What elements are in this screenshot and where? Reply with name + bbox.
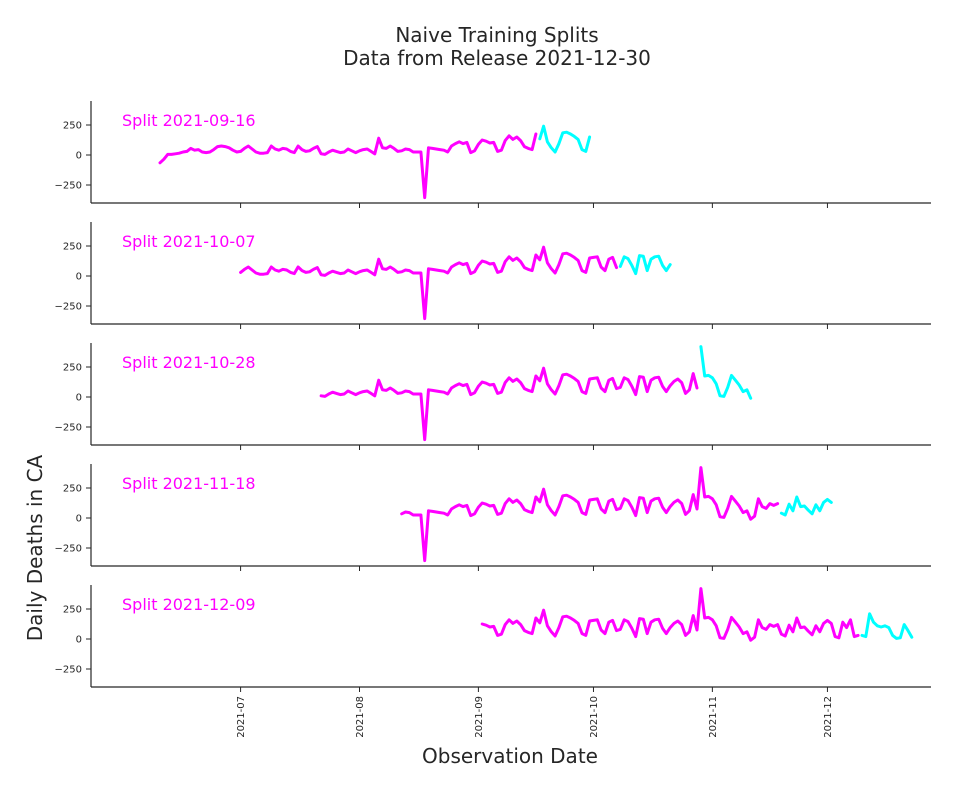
- x-tick-label: 2021-12: [823, 696, 834, 738]
- panel-3: 250 0 −250 Split 2021-10-28: [55, 343, 931, 450]
- panel-1: 250 0 −250 Split 2021-09-16: [55, 101, 931, 208]
- x-tick-label: 2021-07: [236, 696, 247, 738]
- y-tick-label: 0: [76, 514, 82, 525]
- x-tick-label: 2021-10: [589, 696, 600, 738]
- y-tick-label: 250: [63, 363, 82, 374]
- y-tick-label: 0: [76, 272, 82, 283]
- split-label: Split 2021-10-07: [122, 232, 256, 251]
- y-tick-label: −250: [55, 181, 82, 192]
- x-tick-label: 2021-08: [355, 696, 366, 738]
- y-tick-label: −250: [55, 423, 82, 434]
- y-tick-label: −250: [55, 665, 82, 676]
- panel-4: 250 0 −250 Split 2021-11-18: [55, 464, 931, 571]
- y-axis-title: Daily Deaths in CA: [23, 454, 47, 641]
- chart-title-line-2: Data from Release 2021-12-30: [343, 46, 651, 70]
- test-series-line: [860, 612, 914, 640]
- test-series-line: [538, 124, 592, 154]
- y-tick-label: −250: [55, 302, 82, 313]
- y-tick-label: 0: [76, 151, 82, 162]
- split-label: Split 2021-10-28: [122, 353, 256, 372]
- y-tick-label: 250: [63, 121, 82, 132]
- chart-title-line-1: Naive Training Splits: [395, 23, 598, 47]
- x-axis-title: Observation Date: [422, 744, 598, 768]
- train-series-line: [239, 245, 618, 321]
- train-series-line: [319, 366, 699, 442]
- panel-5: 250 0 −250 2021-07 2021-08 2021-09 2021-10 2021…: [55, 585, 931, 738]
- split-label: Split 2021-09-16: [122, 111, 256, 130]
- train-series-line: [480, 587, 860, 642]
- y-tick-label: −250: [55, 544, 82, 555]
- x-tick-label: 2021-09: [474, 696, 485, 738]
- train-series-line: [158, 132, 538, 200]
- y-tick-label: 250: [63, 484, 82, 495]
- test-series-line: [779, 495, 833, 517]
- test-series-line: [699, 345, 753, 400]
- panel-2: 250 0 −250 Split 2021-10-07: [55, 222, 931, 329]
- split-label: Split 2021-11-18: [122, 474, 256, 493]
- y-tick-label: 0: [76, 393, 82, 404]
- y-tick-label: 0: [76, 635, 82, 646]
- panels-layer: 250 0 −250 Split 2021-09-16 250 0 −250 Split 20…: [55, 101, 931, 738]
- split-label: Split 2021-12-09: [122, 595, 256, 614]
- y-tick-label: 250: [63, 605, 82, 616]
- train-series-line: [400, 466, 780, 563]
- x-tick-label: 2021-11: [708, 696, 719, 738]
- test-series-line: [618, 254, 672, 276]
- y-tick-label: 250: [63, 242, 82, 253]
